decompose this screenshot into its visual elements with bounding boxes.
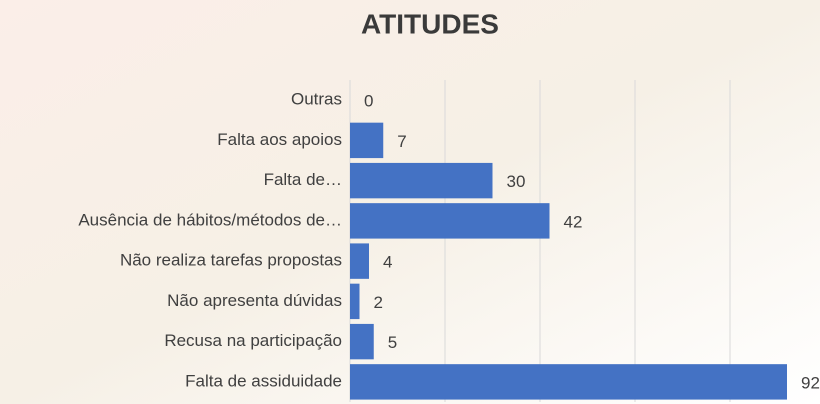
y-tick-label: Ausência de hábitos/métodos de… [78, 210, 342, 229]
data-label: 7 [397, 132, 406, 151]
y-tick-label: Outras [291, 90, 342, 109]
bar [350, 323, 374, 360]
data-label: 5 [388, 333, 397, 352]
y-tick-label: Falta de assiduidade [185, 371, 342, 390]
data-label: 4 [383, 253, 392, 272]
y-tick-label: Falta aos apoios [217, 130, 342, 149]
bar [350, 364, 787, 400]
y-tick-label: Recusa na participação [164, 331, 342, 350]
bar [350, 243, 369, 279]
bar [350, 122, 384, 159]
bar [350, 283, 360, 320]
data-label: 0 [364, 92, 373, 111]
data-label: 92 [801, 373, 820, 392]
chart-title: ATITUDES [361, 8, 499, 39]
data-label: 42 [564, 212, 583, 231]
bar [350, 203, 550, 239]
y-tick-label: Não realiza tarefas propostas [120, 251, 342, 270]
data-label: 2 [374, 293, 383, 312]
y-tick-label: Não apresenta dúvidas [167, 291, 342, 310]
bar [350, 162, 493, 199]
data-label: 30 [507, 172, 526, 191]
y-tick-label: Falta de… [264, 170, 342, 189]
